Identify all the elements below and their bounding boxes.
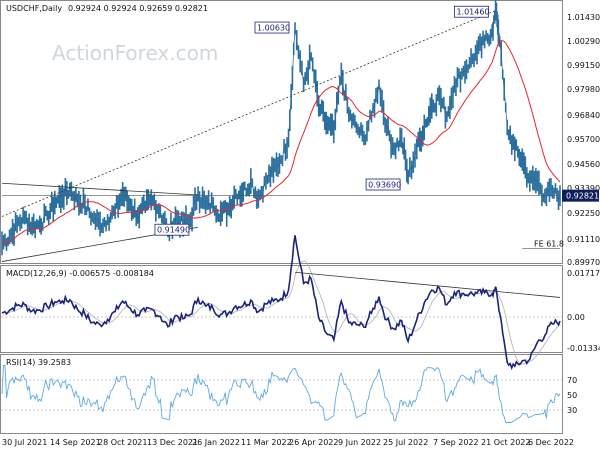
annotation-label: 0.93690	[368, 181, 401, 190]
price-tick-6: 0.95700	[567, 135, 600, 144]
annotation-label: 0.91490	[157, 226, 190, 235]
price-tick-8: 0.93390	[567, 184, 600, 193]
price-line	[1, 6, 561, 246]
x-tick-9: 25 Jul 2022	[383, 438, 428, 447]
price-tick-11: 0.89970	[567, 258, 600, 267]
macd-line	[1, 235, 561, 371]
price-tick-4: 0.97980	[567, 85, 600, 94]
x-tick-11: 21 Oct 2022	[481, 438, 530, 447]
x-tick-3: 28 Oct 2021	[98, 438, 147, 447]
price-tick-1: 1.01430	[567, 13, 600, 22]
x-tick-1: 30 Jul 2021	[2, 438, 47, 447]
watermark: ActionForex.com	[52, 41, 218, 65]
rsi-title: RSI(14) 39.2583	[6, 358, 71, 367]
macd-panel	[0, 265, 563, 353]
rsi-line	[1, 365, 561, 423]
x-tick-6: 11 Mar 2022	[241, 438, 292, 447]
header-values: 0.92924 0.92924 0.92659 0.92821	[68, 4, 208, 13]
annotation-layer: FE 61.8 0.92821 1.00630 1.01460 0.93690 0.914…	[154, 5, 599, 249]
rsi-panel	[0, 354, 563, 434]
rsi-tick-70: 70	[567, 376, 577, 385]
x-tick-12: 6 Dec 2022	[528, 438, 574, 447]
macd-tick-3: -0.01334	[567, 344, 600, 353]
price-tick-3: 0.99150	[567, 61, 600, 70]
x-tick-5: 26 Jan 2022	[192, 438, 240, 447]
macd-tick-2: 0.00	[567, 313, 585, 322]
current-price-tag	[562, 189, 599, 202]
x-axis: 30 Jul 2021 14 Sep 2021 28 Oct 2021 13 D…	[2, 438, 574, 447]
x-tick-8: 9 Jun 2022	[338, 438, 381, 447]
x-tick-2: 14 Sep 2021	[50, 438, 101, 447]
rsi-tick-30: 30	[567, 406, 577, 415]
annotation-box	[154, 223, 190, 236]
rsi-tick-50: 50	[567, 391, 577, 400]
macd-series-layer	[1, 235, 561, 371]
x-tick-7: 26 Apr 2022	[289, 438, 338, 447]
macd-trendline	[294, 271, 561, 298]
rsi-y-axis: 70 50 30	[1, 376, 577, 415]
macd-y-axis: 0.01717 0.00 -0.01334	[567, 269, 600, 353]
x-tick-10: 7 Sep 2022	[433, 438, 479, 447]
annotation-box	[254, 21, 290, 34]
triangle-upper-trendline	[1, 182, 199, 196]
price-tick-7: 0.94560	[567, 160, 600, 169]
price-tick-5: 0.96840	[567, 111, 600, 120]
annotation-box	[454, 5, 489, 18]
moving-average-line	[1, 40, 561, 244]
macd-title: MACD(12,26,9) -0.006575 -0.008184	[6, 269, 154, 278]
annotation-label: 1.01460	[456, 8, 489, 17]
x-tick-4: 13 Dec 2021	[147, 438, 198, 447]
channel-dotted-trendline	[1, 9, 497, 217]
price-tick-2: 1.00290	[567, 37, 600, 46]
current-price-label: 0.92821	[566, 192, 599, 201]
rsi-series-layer	[1, 365, 561, 423]
price-y-axis: 1.01430 1.00290 0.99150 0.97980 0.96840 …	[567, 13, 600, 267]
fe-label: FE 61.8	[534, 240, 564, 249]
annotation-label: 1.00630	[257, 24, 290, 33]
price-tick-10: 0.91110	[567, 235, 600, 244]
price-tick-9: 0.92250	[567, 209, 600, 218]
macd-tick-1: 0.01717	[567, 269, 600, 278]
annotation-box	[365, 178, 401, 191]
chart-title: USDCHF,Daily	[6, 4, 62, 13]
